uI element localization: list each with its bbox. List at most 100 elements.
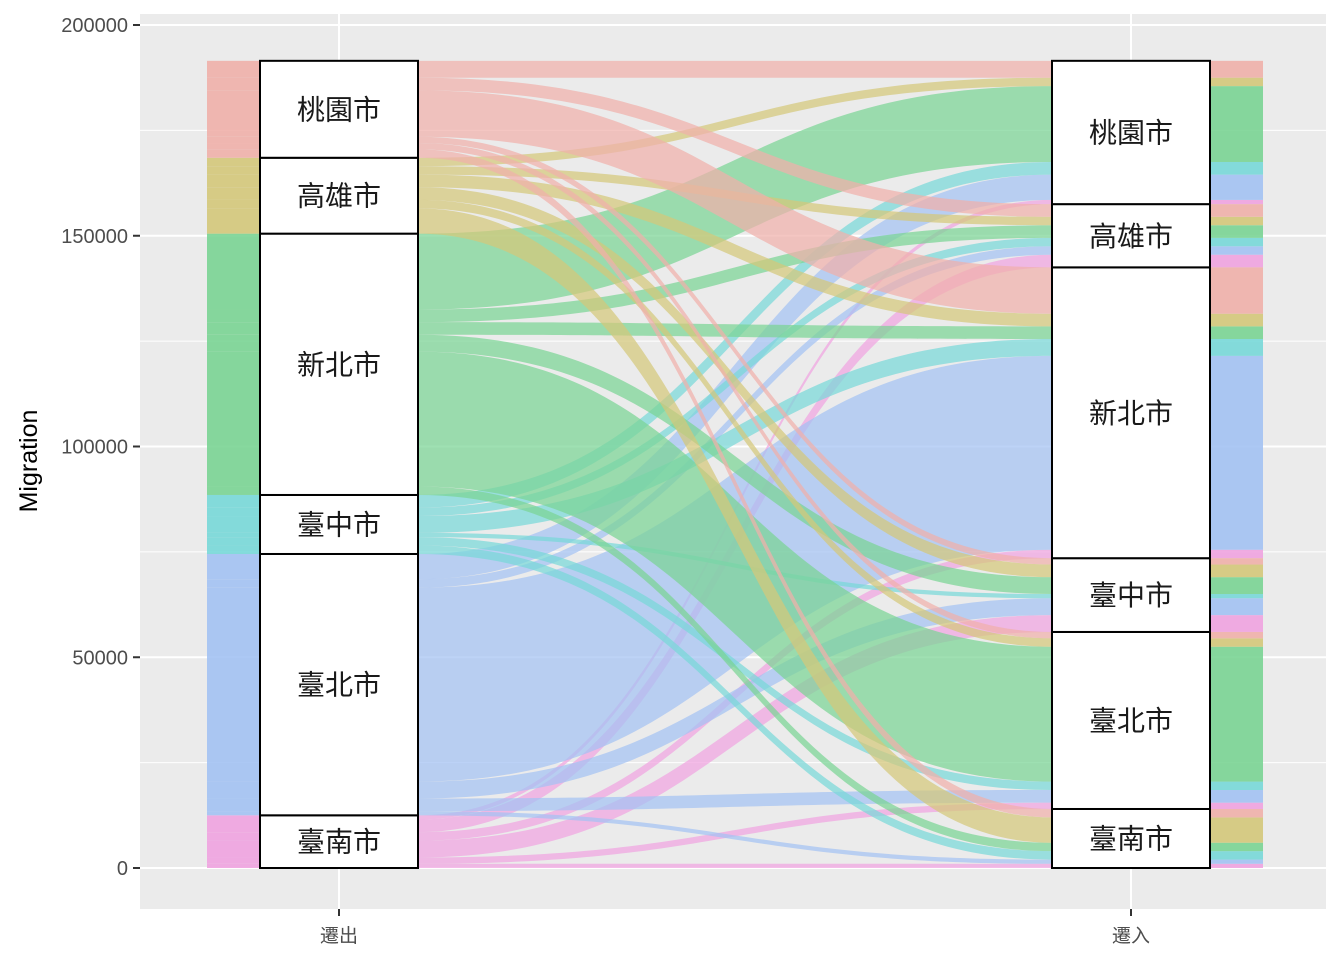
left-fill-segment	[207, 90, 259, 137]
left-fill-segment	[207, 798, 259, 812]
flows-layer	[418, 60, 1052, 868]
stratum-box	[259, 814, 419, 869]
flow-ribbon	[418, 77, 1052, 217]
stratum-box	[259, 156, 419, 235]
flow-ribbon	[418, 322, 1052, 340]
right-fill-segment	[1210, 577, 1263, 595]
right-fill-segment	[1210, 549, 1263, 559]
left-fill-segment	[207, 351, 259, 487]
stratum-label: 臺北市	[297, 669, 381, 702]
y-tick-label: 0	[117, 858, 128, 880]
stratum-box	[1051, 630, 1211, 810]
left-fill-segment	[207, 532, 259, 538]
left-fill-segment	[207, 77, 259, 91]
y-tick-label: 50000	[72, 647, 128, 669]
left-fill-segment	[207, 840, 259, 858]
left-fill-segment	[207, 857, 259, 864]
flow-ribbon	[418, 90, 1052, 314]
stratum-label: 臺中市	[1089, 579, 1173, 612]
flow-ribbon	[418, 811, 1052, 864]
right-fill-segment	[1210, 802, 1263, 809]
left-fill-segment	[207, 136, 259, 144]
right-fill-segment	[1210, 77, 1263, 87]
x-axis: 遷出 遷入	[320, 909, 1150, 947]
right-fill-segment	[1210, 631, 1263, 639]
flow-ribbon	[418, 60, 1052, 78]
right-fill-segment	[1210, 790, 1263, 803]
flow-ribbon	[418, 351, 1052, 782]
left-fill-segment	[207, 811, 259, 816]
right-fill-segment	[1210, 863, 1263, 868]
stratum-box	[1051, 557, 1211, 633]
flow-ribbon	[418, 537, 1052, 791]
right-fill-segment	[1210, 859, 1263, 864]
stratum-label: 臺北市	[1089, 704, 1173, 737]
y-tick-label: 200000	[61, 15, 128, 37]
stratum-label: 臺南市	[1089, 822, 1173, 855]
left-fill-segment	[207, 781, 259, 799]
flow-ribbon	[418, 334, 1052, 595]
y-tick-label: 100000	[61, 437, 128, 459]
right-fill-segment	[1210, 598, 1263, 616]
left-fill-segment	[207, 537, 259, 546]
flow-ribbon	[418, 545, 1052, 860]
left-fill-segment	[207, 494, 259, 508]
right-fill-segment	[1210, 161, 1263, 175]
right-fill-segment	[1210, 808, 1263, 818]
right-fill-segment	[1210, 615, 1263, 632]
left-fill-segment	[207, 143, 259, 150]
flow-ribbon	[418, 77, 1052, 167]
y-axis: 0 50000 100000 150000 200000	[61, 15, 140, 880]
right-fill-segment	[1210, 246, 1263, 255]
stratum-label: 桃園市	[1089, 116, 1173, 149]
stratum-box	[259, 493, 419, 555]
right-fill-segment	[1210, 254, 1263, 268]
left-fill-segment	[207, 309, 259, 323]
flow-ribbon	[418, 339, 1052, 533]
right-fill-segment	[1210, 355, 1263, 550]
stratum-box	[1051, 807, 1211, 869]
left-axis-fill-bars	[207, 60, 259, 868]
right-fill-segment	[1210, 174, 1263, 200]
stratum-label: 新北市	[297, 348, 381, 381]
left-fill-segment	[207, 516, 259, 533]
right-fill-segment	[1210, 646, 1263, 782]
flow-ribbon	[418, 615, 1052, 858]
right-fill-segment	[1210, 313, 1263, 327]
right-fill-segment	[1210, 237, 1263, 247]
left-fill-segment	[207, 832, 259, 841]
flow-ribbon	[418, 790, 1052, 812]
stratum-box	[259, 232, 419, 496]
flow-ribbon	[418, 136, 1052, 565]
left-fill-segment	[207, 199, 259, 209]
stratum-box	[259, 59, 419, 159]
stratum-label: 新北市	[1089, 397, 1173, 430]
right-fill-segment	[1210, 851, 1263, 860]
x-tick-label: 遷出	[320, 925, 358, 947]
left-fill-segment	[207, 322, 259, 335]
left-fill-segment	[207, 587, 259, 782]
right-fill-segment	[1210, 86, 1263, 162]
right-fill-segment	[1210, 558, 1263, 565]
left-fill-segment	[207, 819, 259, 833]
left-fill-segment	[207, 553, 259, 580]
left-fill-segment	[207, 863, 259, 868]
left-fill-segment	[207, 579, 259, 588]
right-fill-segment	[1210, 842, 1263, 852]
y-tick-label: 150000	[61, 226, 128, 248]
right-fill-segment	[1210, 339, 1263, 356]
left-fill-segment	[207, 815, 259, 820]
right-fill-segment	[1210, 225, 1263, 238]
right-fill-segment	[1210, 199, 1263, 205]
right-fill-segment	[1210, 267, 1263, 314]
stratum-box	[259, 552, 419, 817]
flow-ribbon	[418, 199, 1052, 647]
left-fill-segment	[207, 334, 259, 352]
flow-ribbon	[418, 225, 1052, 323]
flow-ribbon	[418, 187, 1052, 578]
flow-ribbon	[418, 208, 1052, 843]
stratum-label: 臺中市	[297, 508, 381, 541]
stratum-box	[1051, 59, 1211, 206]
